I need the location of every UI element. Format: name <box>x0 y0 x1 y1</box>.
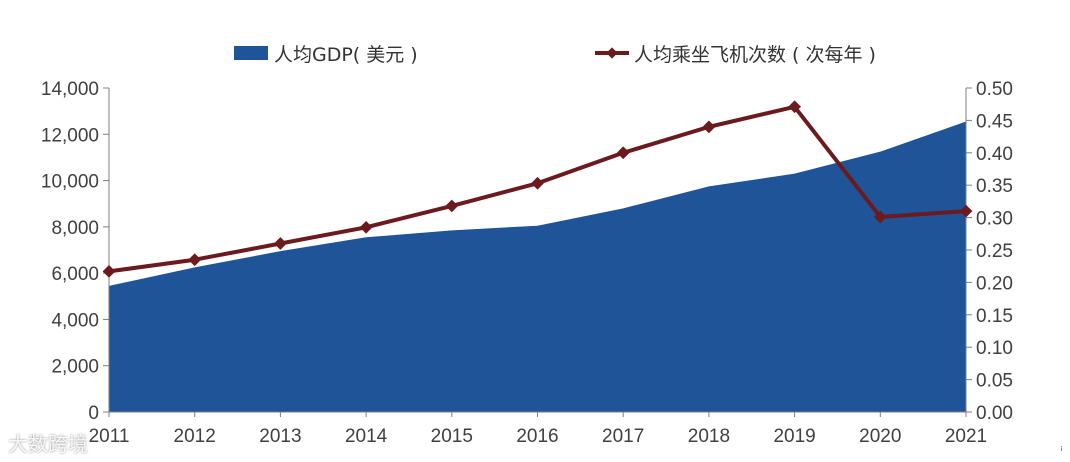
axes-layer <box>103 87 972 417</box>
y-right-tick-label: 0.40 <box>976 144 1013 165</box>
x-tick-label: 2020 <box>859 426 901 447</box>
legend-label-flights: 人均乘坐飞机次数 ( 次每年 ) <box>634 44 876 66</box>
x-tick-label: 2013 <box>259 426 301 447</box>
x-tick-label: 2015 <box>431 426 473 447</box>
x-tick-label: 2016 <box>516 426 558 447</box>
y-left-tick-label: 0 <box>88 403 99 424</box>
y-left-tick-label: 2,000 <box>51 357 99 378</box>
y-left-tick-label: 12,000 <box>41 125 99 146</box>
flights-point <box>445 199 459 213</box>
flights-point <box>274 237 287 250</box>
x-tick-label: 2014 <box>345 426 388 447</box>
y-left-tick-label: 6,000 <box>51 264 99 285</box>
legend-label-gdp: 人均GDP( 美元 ) <box>274 44 418 66</box>
flights-point <box>702 120 716 134</box>
flights-point <box>616 146 630 160</box>
y-left-tick-label: 14,000 <box>41 79 99 100</box>
y-left-tick-label: 4,000 <box>51 310 99 331</box>
y-right-tick-label: 0.25 <box>976 241 1013 262</box>
gdp-area <box>109 121 966 413</box>
gdp-area-layer <box>109 121 966 413</box>
x-tick-label: 2018 <box>688 426 730 447</box>
x-tick-label: 2012 <box>174 426 216 447</box>
x-tick-label: 2019 <box>773 426 815 447</box>
y-right-tick-label: 0.45 <box>976 111 1013 132</box>
legend-swatch-flights-marker <box>606 47 618 59</box>
y-right-tick-label: 0.10 <box>976 338 1013 359</box>
y-right-tick-label: 0.20 <box>976 273 1013 294</box>
y-right-tick-label: 0.15 <box>976 306 1013 327</box>
watermark: 大数跨境 <box>8 432 88 456</box>
x-tick-label: 2021 <box>945 426 987 447</box>
x-tick-label: 2011 <box>89 426 130 447</box>
x-tick-label: 2017 <box>602 426 644 447</box>
legend: 人均GDP( 美元 ) 人均乘坐飞机次数 ( 次每年 ) <box>234 44 876 66</box>
y-left-tick-label: 8,000 <box>51 218 99 239</box>
corner-glyph: ꜟ <box>1060 440 1064 454</box>
y-right-tick-label: 0.00 <box>976 403 1013 424</box>
flights-point <box>188 253 202 267</box>
flights-point <box>102 265 116 278</box>
y-left-tick-label: 10,000 <box>41 172 99 193</box>
tick-labels-layer: 0 2,000 4,000 6,000 8,000 10,000 12,000 14,000 0… <box>41 79 1013 447</box>
y-right-tick-label: 0.05 <box>976 371 1013 392</box>
y-right-tick-label: 0.35 <box>976 176 1013 197</box>
flights-point <box>531 176 544 190</box>
legend-swatch-gdp <box>234 46 268 60</box>
flights-point <box>359 220 373 234</box>
y-right-tick-label: 0.50 <box>976 79 1013 100</box>
y-right-tick-label: 0.30 <box>976 209 1013 230</box>
